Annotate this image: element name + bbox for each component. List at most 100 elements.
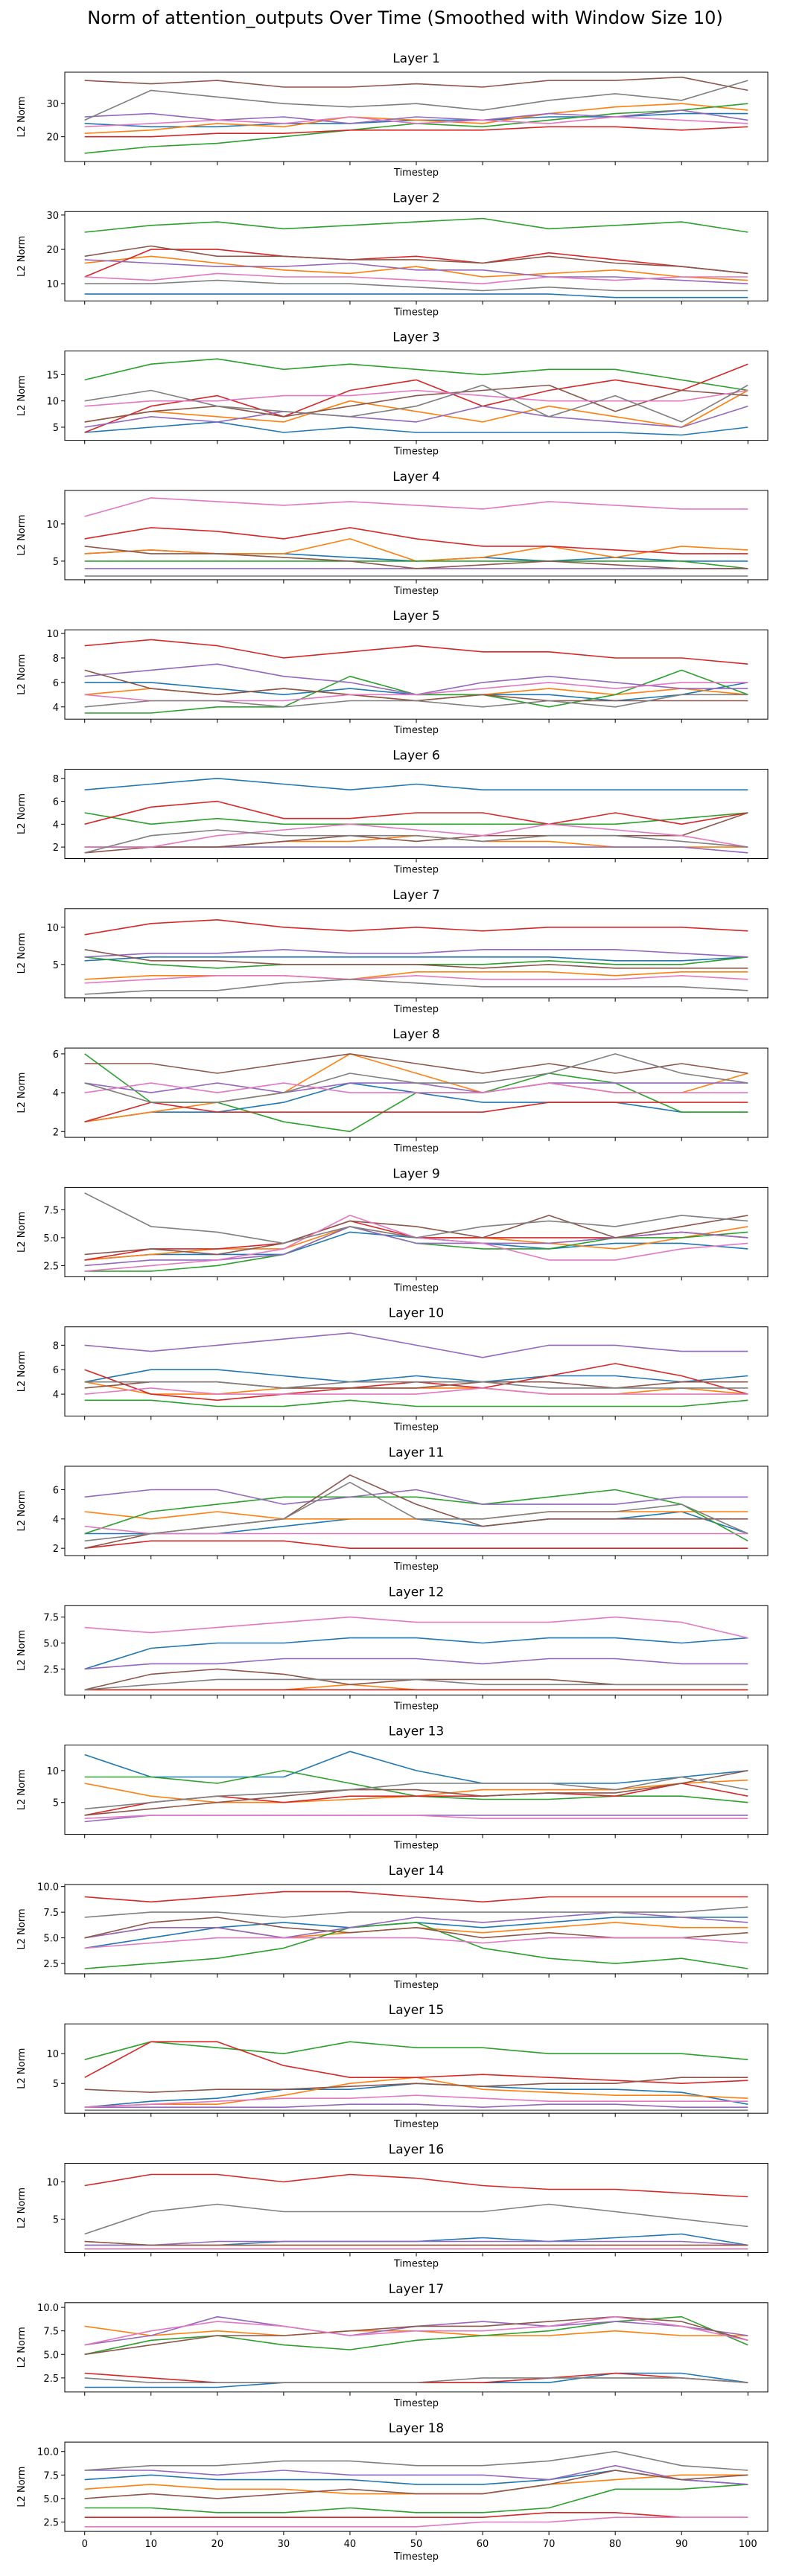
series-line-3 (84, 812, 748, 825)
subplot-layer-13: Layer 13 5 10 Timestep L2 Norm (16, 1725, 769, 1852)
series-line-4 (84, 2512, 748, 2518)
series-line-2 (84, 389, 748, 428)
subplot-layer-10: Layer 10 4 6 8 Timestep L2 Norm (16, 1306, 769, 1434)
y-tick-label: 20 (46, 245, 59, 256)
y-axis-label: L2 Norm (16, 514, 28, 555)
series-line-8 (84, 1053, 748, 1103)
series-line-4 (84, 1102, 748, 1122)
series-line-3 (84, 358, 748, 391)
series-line-8 (84, 1906, 748, 1918)
y-tick-label: 6 (53, 678, 59, 689)
series-group (84, 919, 748, 995)
series-line-7 (84, 1815, 748, 1819)
y-tick-label: 5.0 (43, 2350, 59, 2361)
series-group (84, 1474, 748, 1549)
y-tick-label: 10.0 (37, 2447, 59, 2458)
series-line-6 (84, 245, 748, 275)
subplot-title: Layer 8 (392, 1027, 440, 1042)
series-line-5 (84, 109, 748, 124)
series-line-5 (84, 846, 748, 854)
x-axis-label: Timestep (393, 447, 439, 458)
y-tick-label: 2 (53, 1127, 59, 1138)
x-axis-label: Timestep (393, 2551, 439, 2563)
series-line-5 (84, 949, 748, 958)
series-line-5 (84, 2103, 748, 2108)
y-tick-label: 5.0 (43, 2494, 59, 2505)
x-axis-label: Timestep (393, 1701, 439, 1712)
x-tick-label: 90 (675, 2539, 688, 2550)
x-axis-label: Timestep (393, 1841, 439, 1852)
x-axis-label: Timestep (393, 2398, 439, 2409)
series-line-4 (84, 1540, 748, 1549)
subplot-layer-4: Layer 4 5 10 Timestep L2 Norm (16, 470, 769, 597)
y-axis-label: L2 Norm (16, 654, 28, 695)
subplot-layer-11: Layer 11 2 4 6 Timestep L2 Norm (16, 1445, 769, 1573)
y-axis-label: L2 Norm (16, 1490, 28, 1531)
x-tick-label: 30 (278, 2539, 290, 2550)
y-tick-label: 5.0 (43, 1934, 59, 1945)
subplot-layer-16: Layer 16 5 10 Timestep L2 Norm (16, 2143, 769, 2270)
axes-frame (64, 1186, 769, 1277)
y-axis-label: L2 Norm (16, 1908, 28, 1949)
series-line-2 (84, 971, 748, 980)
series-group (84, 358, 748, 436)
series-line-2 (84, 538, 748, 562)
subplot-layer-14: Layer 14 2.5 5.0 7.5 10.0 Timestep L2 Norm (16, 1864, 769, 1991)
x-axis-label: Timestep (393, 2259, 439, 2270)
x-axis-label: Timestep (393, 167, 439, 179)
subplot-title: Layer 10 (389, 1306, 444, 1321)
y-tick-label: 4 (53, 1088, 59, 1099)
y-tick-label: 20 (46, 132, 59, 144)
series-group (84, 217, 748, 298)
series-line-7 (84, 272, 748, 285)
series-line-3 (84, 2315, 748, 2356)
y-axis-label: L2 Norm (16, 1769, 28, 1810)
x-tick-label: 10 (145, 2539, 158, 2550)
subplot-layer-7: Layer 7 5 10 Timestep L2 Norm (16, 888, 769, 1015)
series-line-8 (84, 384, 748, 423)
subplot-layer-15: Layer 15 5 10 Timestep L2 Norm (16, 2003, 769, 2130)
series-line-6 (84, 2240, 748, 2246)
y-tick-label: 10 (46, 279, 59, 290)
y-tick-label: 5 (53, 2079, 59, 2090)
series-line-4 (84, 527, 748, 554)
x-axis-label: Timestep (393, 865, 439, 876)
series-line-7 (84, 1937, 748, 1949)
y-tick-label: 5.0 (43, 1233, 59, 1244)
y-tick-label: 4 (53, 1390, 59, 1401)
subplot-title: Layer 17 (389, 2282, 444, 2297)
series-group (84, 1751, 748, 1823)
subplot-layer-9: Layer 9 2.5 5.0 7.5 Timestep L2 Norm (16, 1166, 769, 1294)
y-axis-label: L2 Norm (16, 933, 28, 974)
x-axis-label: Timestep (393, 1282, 439, 1294)
y-tick-label: 4 (53, 819, 59, 831)
y-axis-label: L2 Norm (16, 2327, 28, 2368)
series-line-3 (84, 560, 748, 569)
y-axis-label: L2 Norm (16, 1212, 28, 1253)
y-axis-label: L2 Norm (16, 375, 28, 416)
y-tick-label: 2.5 (43, 1664, 59, 1675)
y-axis-label: L2 Norm (16, 1630, 28, 1671)
subplot-title: Layer 9 (392, 1166, 440, 1181)
x-axis-label: Timestep (393, 725, 439, 736)
series-line-7 (84, 2516, 748, 2528)
series-line-3 (84, 956, 748, 969)
y-tick-label: 8 (53, 774, 59, 785)
series-line-4 (84, 800, 748, 825)
y-axis-label: L2 Norm (16, 2467, 28, 2508)
x-axis-label: Timestep (393, 2119, 439, 2130)
x-tick-label: 100 (739, 2539, 757, 2550)
y-tick-label: 30 (46, 211, 59, 222)
y-axis-label: L2 Norm (16, 236, 28, 277)
y-tick-label: 10 (46, 520, 59, 531)
axes-frame (64, 2302, 769, 2393)
series-line-6 (84, 76, 748, 92)
x-axis-label: Timestep (393, 1980, 439, 1991)
subplot-layer-8: Layer 8 2 4 6 Timestep L2 Norm (16, 1027, 769, 1154)
y-tick-label: 6 (53, 1049, 59, 1061)
subplot-layer-2: Layer 2 10 20 30 Timestep L2 Norm (16, 191, 769, 318)
y-tick-label: 7.5 (43, 1908, 59, 1919)
series-line-7 (84, 1082, 748, 1093)
y-tick-label: 5.0 (43, 1639, 59, 1650)
series-group (84, 2041, 748, 2111)
